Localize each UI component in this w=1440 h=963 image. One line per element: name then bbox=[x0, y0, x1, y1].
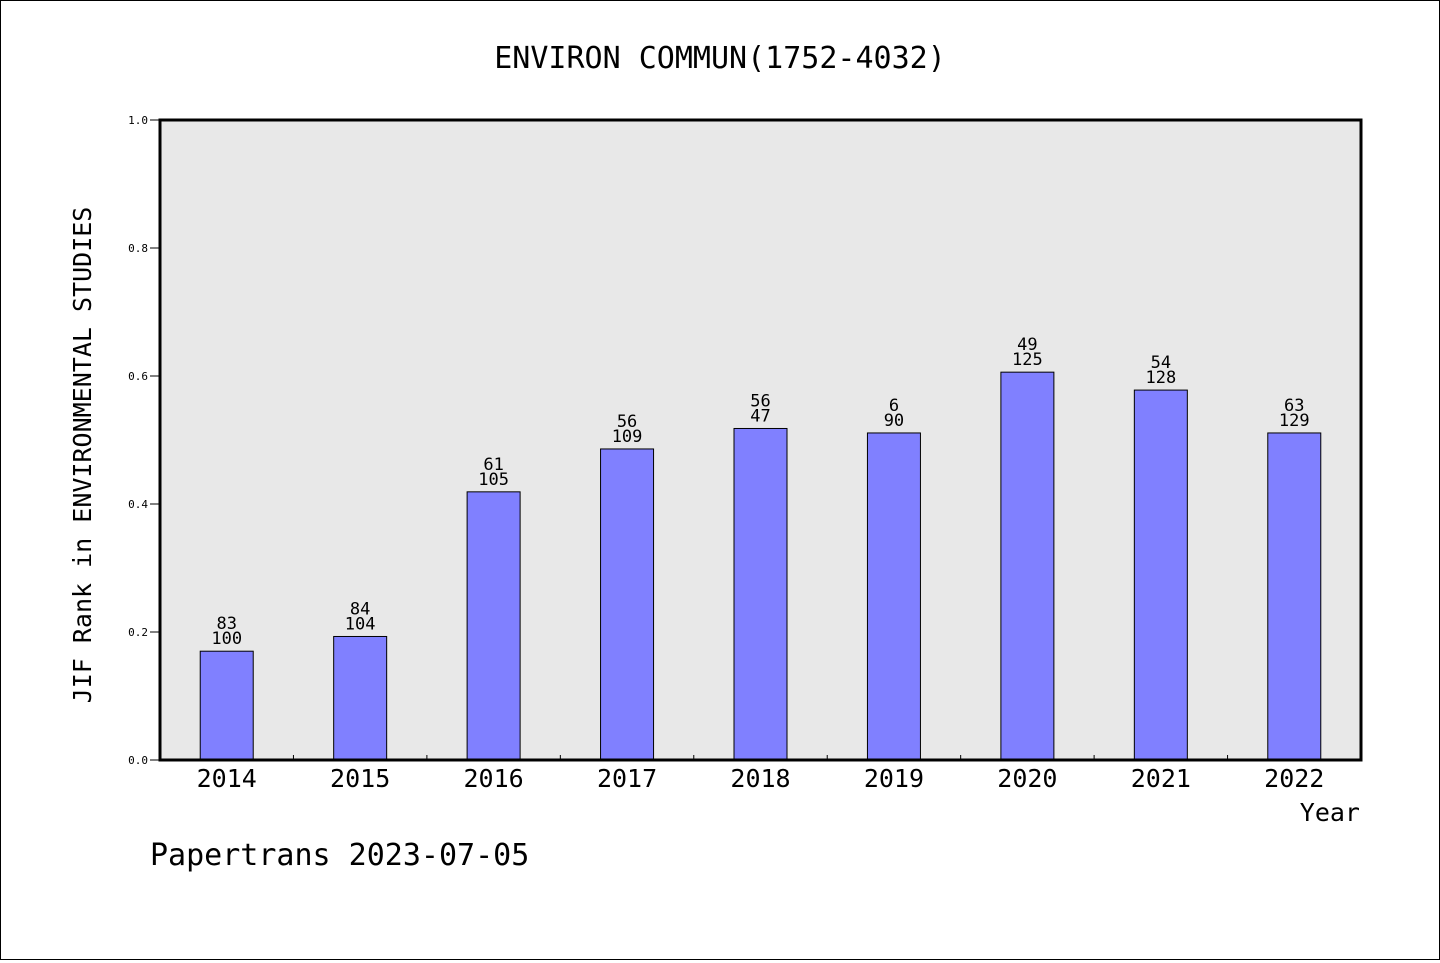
footer-source: Papertrans 2023-07-05 bbox=[150, 838, 529, 873]
bar bbox=[1133, 389, 1188, 761]
bar-total-label: 129 bbox=[1279, 411, 1310, 431]
bar-total-label: 105 bbox=[478, 470, 509, 490]
bar bbox=[1267, 432, 1322, 761]
y-tick-label: 0.8 bbox=[128, 242, 148, 255]
bar bbox=[600, 448, 655, 761]
y-tick-label: 1.0 bbox=[128, 114, 148, 127]
x-tick-label: 2014 bbox=[197, 764, 257, 793]
x-tick-label: 2017 bbox=[597, 764, 657, 793]
bar bbox=[1000, 371, 1055, 761]
bar bbox=[199, 650, 254, 761]
y-axis-label: JIF Rank in ENVIRONMENTAL STUDIES bbox=[68, 207, 97, 704]
bar-rank-label: 6 bbox=[889, 396, 899, 416]
bar-total-label: 90 bbox=[884, 411, 904, 431]
x-tick-label: 2016 bbox=[464, 764, 524, 793]
y-tick-label: 0.6 bbox=[128, 370, 148, 383]
bar-rank-label: 56 bbox=[750, 391, 770, 411]
bar-rank-label: 83 bbox=[216, 614, 236, 634]
bar-total-label: 128 bbox=[1145, 368, 1176, 388]
x-tick-label: 2021 bbox=[1131, 764, 1191, 793]
bar-total-label: 109 bbox=[612, 427, 643, 447]
x-tick-label: 2022 bbox=[1264, 764, 1324, 793]
plot-area: 0.00.20.40.60.81.08310020148410420156110… bbox=[128, 114, 1363, 793]
bar-rank-label: 63 bbox=[1284, 396, 1304, 416]
bar-total-label: 125 bbox=[1012, 350, 1043, 370]
y-tick-label: 0.0 bbox=[128, 754, 148, 767]
x-tick-label: 2020 bbox=[997, 764, 1057, 793]
bar-rank-label: 54 bbox=[1151, 353, 1171, 373]
bar bbox=[733, 427, 788, 761]
x-tick-label: 2015 bbox=[330, 764, 390, 793]
bar bbox=[866, 432, 921, 761]
bar-total-label: 47 bbox=[750, 406, 770, 426]
bar bbox=[333, 635, 388, 761]
bar-rank-label: 61 bbox=[483, 455, 503, 475]
x-axis-label: Year bbox=[1300, 798, 1360, 827]
bar bbox=[466, 491, 521, 761]
x-tick-label: 2018 bbox=[730, 764, 790, 793]
bar-total-label: 100 bbox=[211, 629, 242, 649]
bar-rank-label: 49 bbox=[1017, 335, 1037, 355]
bar-total-label: 104 bbox=[345, 614, 376, 634]
y-tick-label: 0.2 bbox=[128, 626, 148, 639]
plot-border bbox=[158, 118, 1363, 762]
y-tick-label: 0.4 bbox=[128, 498, 148, 511]
bar-rank-label: 56 bbox=[617, 412, 637, 432]
bar-rank-label: 84 bbox=[350, 599, 370, 619]
chart-title: ENVIRON COMMUN(1752-4032) bbox=[494, 41, 946, 76]
x-tick-label: 2019 bbox=[864, 764, 924, 793]
